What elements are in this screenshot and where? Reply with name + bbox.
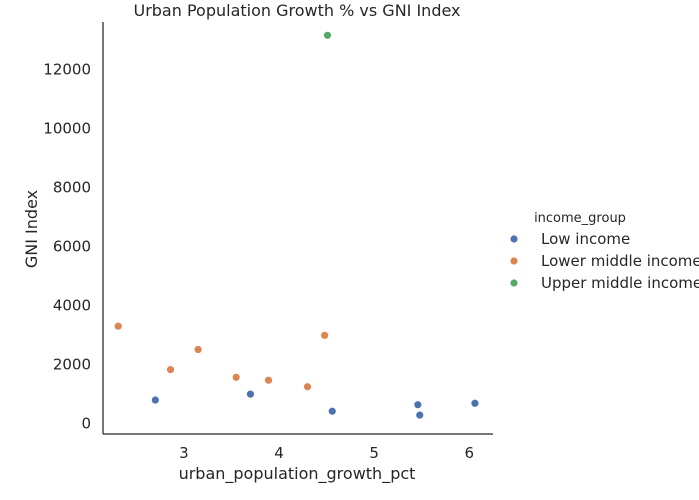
data-point-series-0 [414,401,422,409]
x-axis-ticks: 3 4 5 6 [179,444,474,462]
data-point-series-0 [471,399,479,407]
legend: income_group Low income Lower middle inco… [510,211,699,292]
chart-title: Urban Population Growth % vs GNI Index [133,1,460,20]
data-point-series-1 [321,331,329,339]
y-tick-label: 4000 [53,297,91,315]
x-axis-label: urban_population_growth_pct [179,464,416,484]
legend-label: Lower middle income [541,252,699,270]
data-points [114,31,479,419]
legend-label: Upper middle income [541,274,699,292]
data-point-series-1 [232,373,240,381]
y-tick-label: 2000 [53,356,91,374]
y-tick-label: 6000 [53,237,91,255]
legend-marker [510,257,518,265]
data-point-series-1 [114,322,122,330]
y-tick-label: 12000 [43,60,91,78]
data-point-series-1 [166,366,175,374]
y-tick-label: 8000 [53,178,91,196]
y-tick-label: 10000 [43,119,91,137]
data-point-series-0 [151,396,159,404]
data-point-series-2 [323,31,332,39]
y-axis-label: GNI Index [22,190,41,268]
data-point-series-1 [303,383,312,391]
data-point-series-0 [246,390,255,398]
data-point-series-0 [328,407,336,415]
x-tick-label: 4 [274,444,284,462]
y-axis-ticks: 0 2000 4000 6000 8000 10000 12000 [43,60,91,432]
legend-marker [510,279,518,287]
x-tick-label: 5 [369,444,379,462]
data-point-series-1 [264,376,273,384]
x-tick-label: 6 [464,444,474,462]
legend-label: Low income [541,230,630,248]
x-tick-label: 3 [179,444,189,462]
legend-title: income_group [534,211,626,226]
data-point-series-1 [194,345,202,354]
y-tick-label: 0 [81,415,91,433]
legend-marker [510,235,518,243]
data-point-series-0 [416,411,424,419]
